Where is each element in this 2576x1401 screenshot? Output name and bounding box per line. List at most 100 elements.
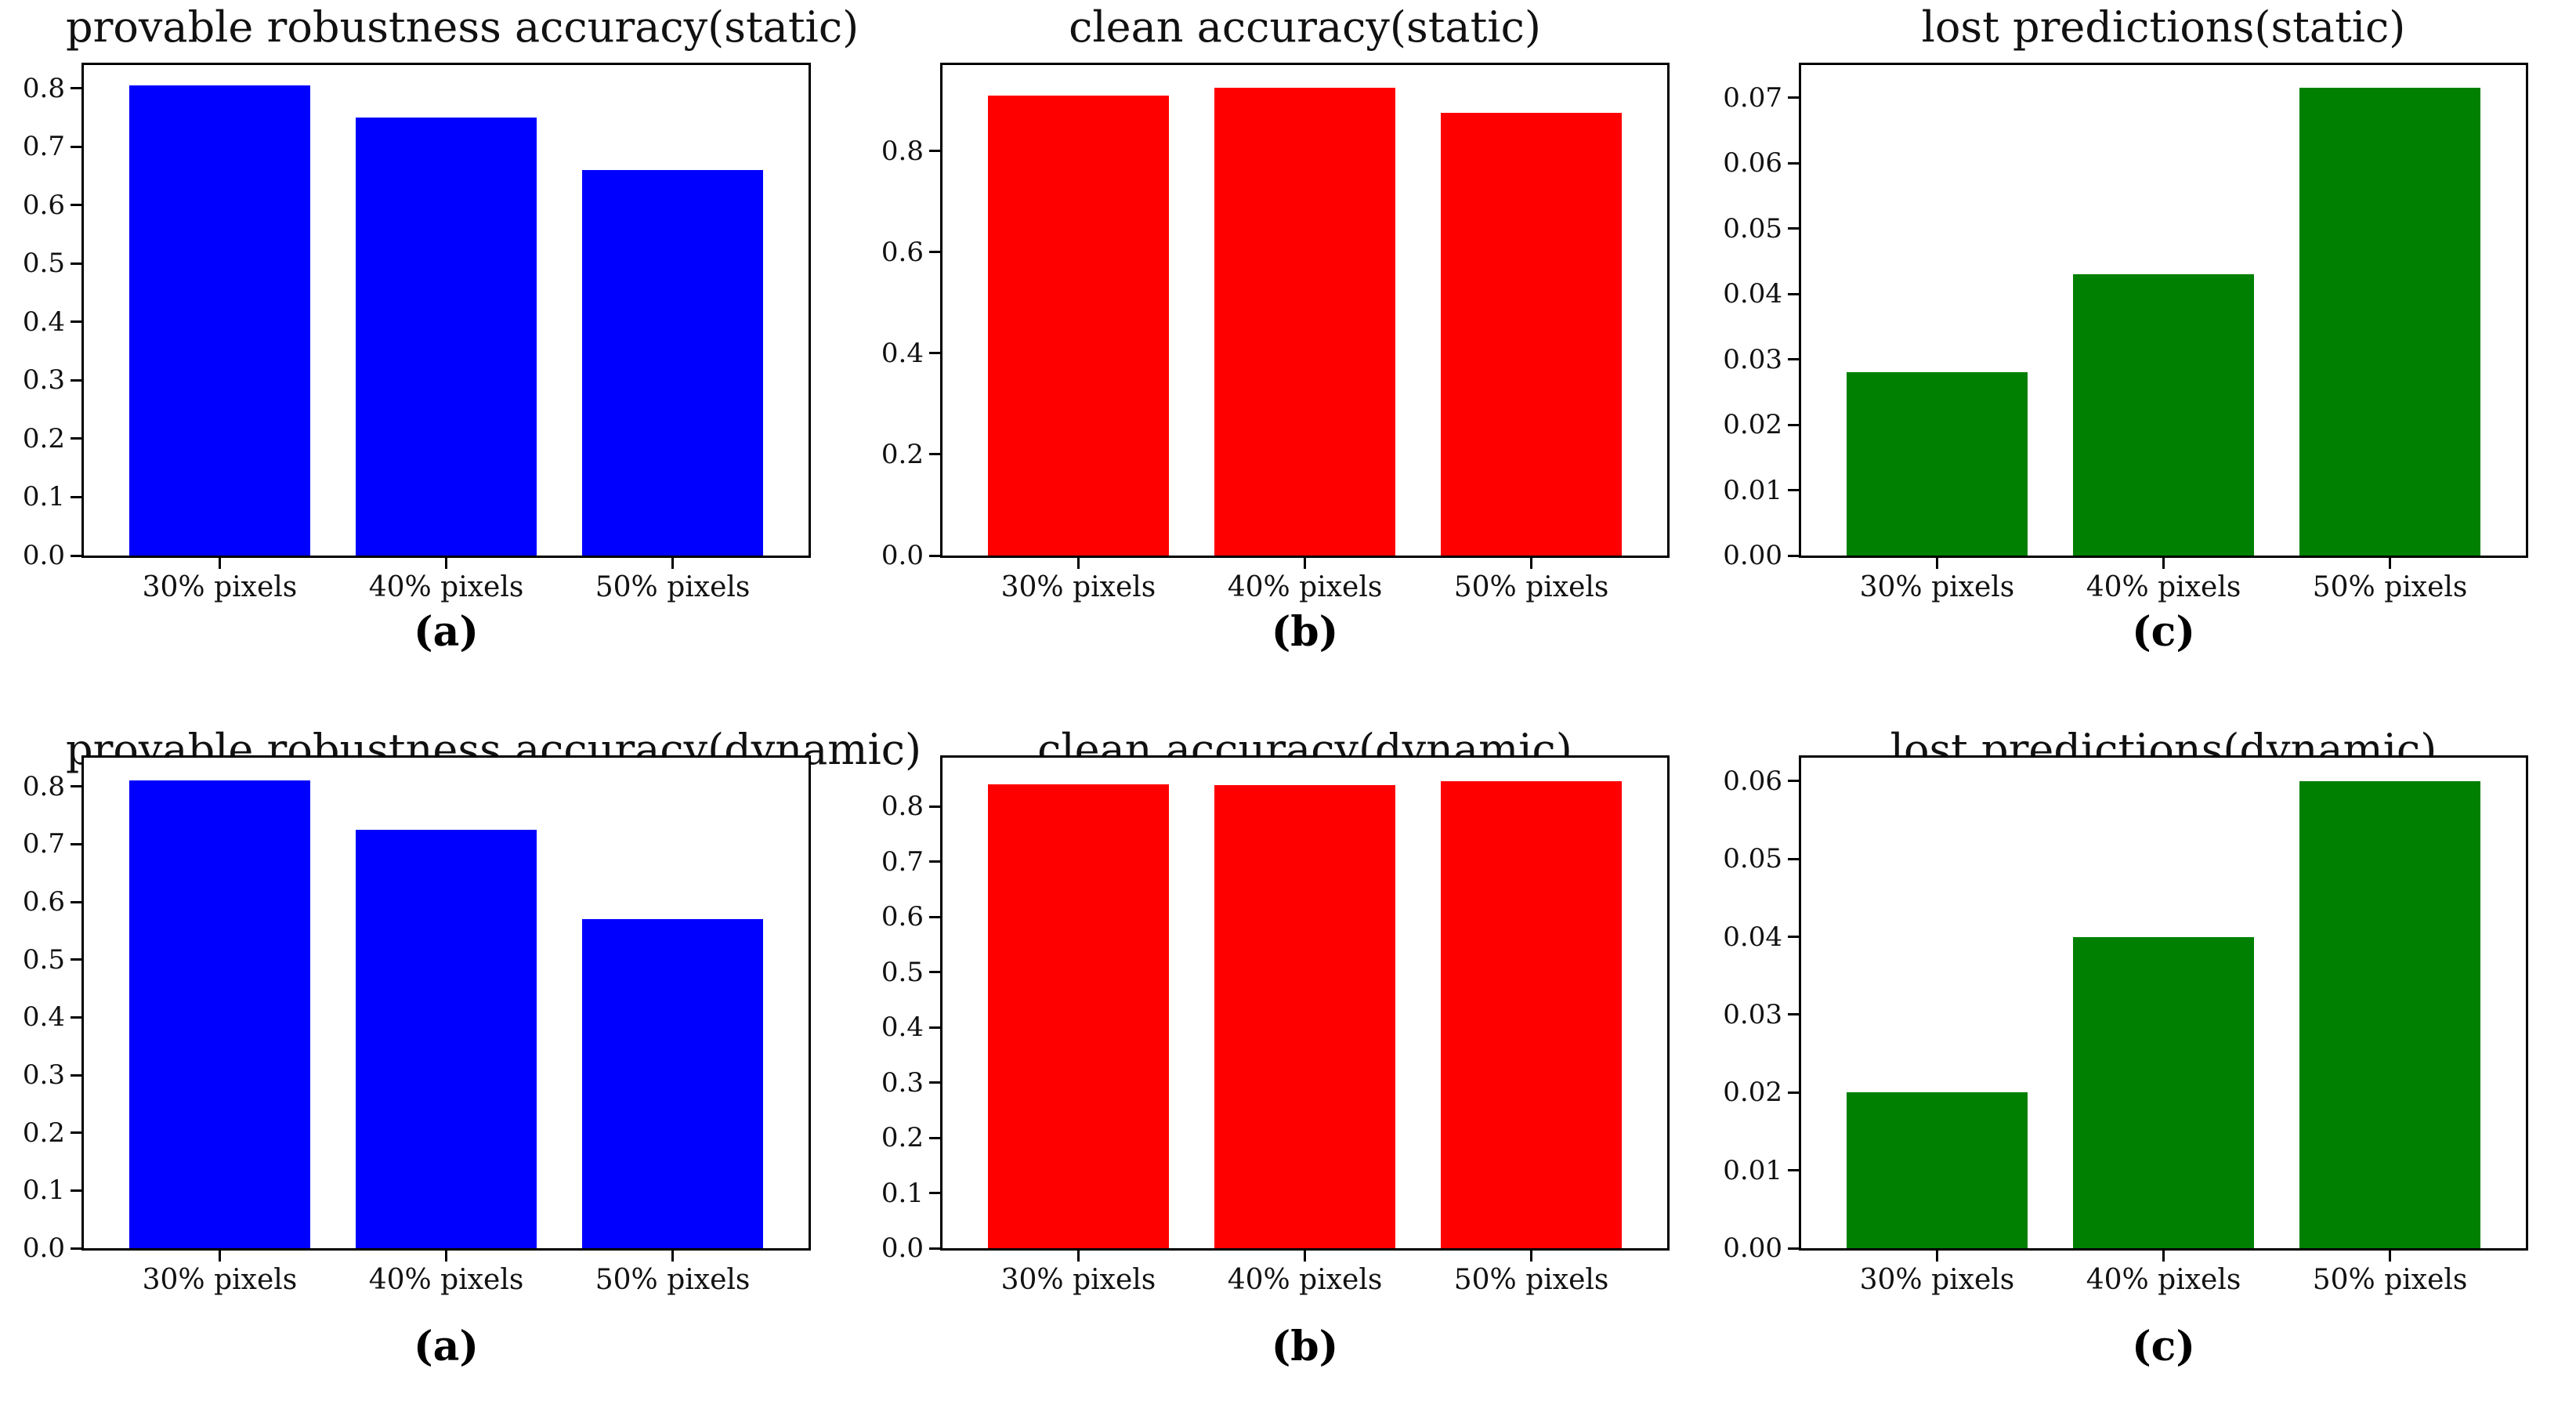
y-tick-label: 0.4 [881,1012,924,1044]
y-tick-label: 0.01 [1723,1154,1782,1186]
y-tick-mark [1788,1247,1799,1250]
chart-title: provable robustness accuracy(static) [66,2,859,52]
chart-panel-lost-predictions-dynamic: lost predictions(dynamic) 0.00 0.01 0.02 0.… [1717,693,2576,1401]
y-tick-mark [1788,292,1799,295]
y-tick-label: 0.5 [22,943,65,976]
y-tick-mark [929,352,940,355]
y-tick-label: 0.8 [22,770,65,802]
subfigure-caption: (b) [1271,1323,1339,1370]
y-tick-mark [71,378,81,382]
x-tick-label: 50% pixels [1453,571,1609,603]
y-tick-label: 0.05 [1723,212,1782,244]
y-tick-mark [71,785,81,788]
y-tick-label: 0.02 [1723,409,1782,441]
y-tick-mark [71,87,81,90]
bar [355,830,537,1248]
x-tick-mark [671,558,675,569]
chart-panel-provable-robustness-static: provable robustness accuracy(static) 0.0… [0,0,859,693]
subfigure-caption: (c) [2132,608,2195,656]
x-tick-mark [218,558,221,569]
chart-panel-provable-robustness-dynamic: provable robustness accuracy(dynamic) 0.… [0,693,921,1401]
x-tick-label: 30% pixels [1859,571,2015,603]
y-tick-label: 0.0 [881,540,924,571]
y-tick-mark [71,145,81,148]
y-tick-label: 0.8 [881,135,924,167]
y-tick-mark [929,150,940,153]
y-tick-label: 0.0 [22,540,65,571]
chart-title: lost predictions(static) [1921,2,2406,52]
y-tick-mark [1788,1013,1799,1016]
x-tick-mark [671,1251,675,1262]
y-tick-mark [71,842,81,845]
y-tick-mark [1788,1091,1799,1094]
x-tick-label: 40% pixels [1227,1264,1383,1296]
y-tick-mark [1788,358,1799,361]
y-tick-label: 0.7 [881,845,924,878]
y-tick-label: 0.00 [1723,540,1782,571]
y-tick-mark [71,204,81,207]
y-tick-mark [1788,489,1799,492]
y-tick-mark [71,554,81,557]
y-tick-label: 0.03 [1723,998,1782,1030]
x-tick-mark [2389,1251,2392,1262]
y-tick-label: 0.02 [1723,1077,1782,1109]
y-tick-mark [71,1247,81,1250]
x-tick-label: 30% pixels [1859,1264,2015,1296]
y-tick-label: 0.8 [881,791,924,823]
y-tick-mark [1788,554,1799,557]
y-tick-mark [929,915,940,918]
x-tick-label: 30% pixels [1000,571,1156,603]
bar [128,780,311,1248]
y-tick-label: 0.6 [22,886,65,918]
y-tick-label: 0.2 [881,1122,924,1154]
subfigure-caption: (a) [414,1323,479,1370]
x-tick-label: 50% pixels [2312,1264,2468,1296]
x-tick-label: 40% pixels [368,1264,524,1296]
bar [2299,780,2481,1248]
bar [2299,88,2481,556]
bar [2072,936,2255,1248]
y-tick-mark [1788,936,1799,939]
y-tick-label: 0.1 [881,1177,924,1209]
y-tick-label: 0.04 [1723,921,1782,953]
x-tick-mark [445,558,447,569]
plot-area: 0.00 0.01 0.02 0.03 0.04 0.05 0.06 30% pixels 40… [1723,755,2528,1296]
y-tick-label: 0.4 [881,337,924,369]
bar [1440,781,1623,1248]
y-tick-label: 0.8 [22,72,65,104]
y-tick-mark [71,1015,81,1019]
y-tick-label: 0.2 [22,422,65,454]
y-tick-label: 0.04 [1723,278,1782,310]
y-tick-label: 0.5 [22,248,65,280]
plot-area: 0.00 0.01 0.02 0.03 0.04 0.05 0.06 0.07 30% pixe… [1723,63,2528,603]
x-tick-label: 30% pixels [142,571,298,603]
y-tick-mark [71,1189,81,1192]
chart-panel-clean-accuracy-static: clean accuracy(static) 0.0 0.2 0.4 0.6 0.8 30… [859,0,1717,693]
y-tick-label: 0.3 [881,1066,924,1099]
y-tick-mark [71,1131,81,1135]
subfigure-caption: (a) [414,608,479,656]
y-tick-mark [1788,1169,1799,1172]
x-tick-mark [1935,558,1938,569]
y-tick-mark [929,805,940,808]
plot-area: 0.0 0.1 0.2 0.3 0.4 0.5 0.6 0.7 0.8 30% pixels 40%… [23,755,811,1296]
x-tick-label: 50% pixels [595,571,751,603]
y-tick-label: 0.05 [1723,843,1782,875]
bar [2072,274,2255,556]
bar [987,95,1170,556]
x-tick-mark [1076,558,1080,569]
y-tick-mark [1788,423,1799,426]
y-tick-mark [1788,780,1799,783]
chart-title: clean accuracy(static) [1069,2,1541,52]
bar [1214,88,1396,556]
bar [1214,785,1396,1248]
y-tick-mark [1788,227,1799,230]
y-tick-mark [929,860,940,863]
y-tick-label: 0.07 [1723,81,1782,114]
x-tick-label: 50% pixels [595,1264,751,1296]
y-tick-label: 0.1 [22,1175,65,1207]
x-tick-mark [1530,1251,1533,1262]
x-tick-mark [2389,558,2392,569]
chart-panel-lost-predictions-static: lost predictions(static) 0.00 0.01 0.02 0.0… [1717,0,2576,693]
